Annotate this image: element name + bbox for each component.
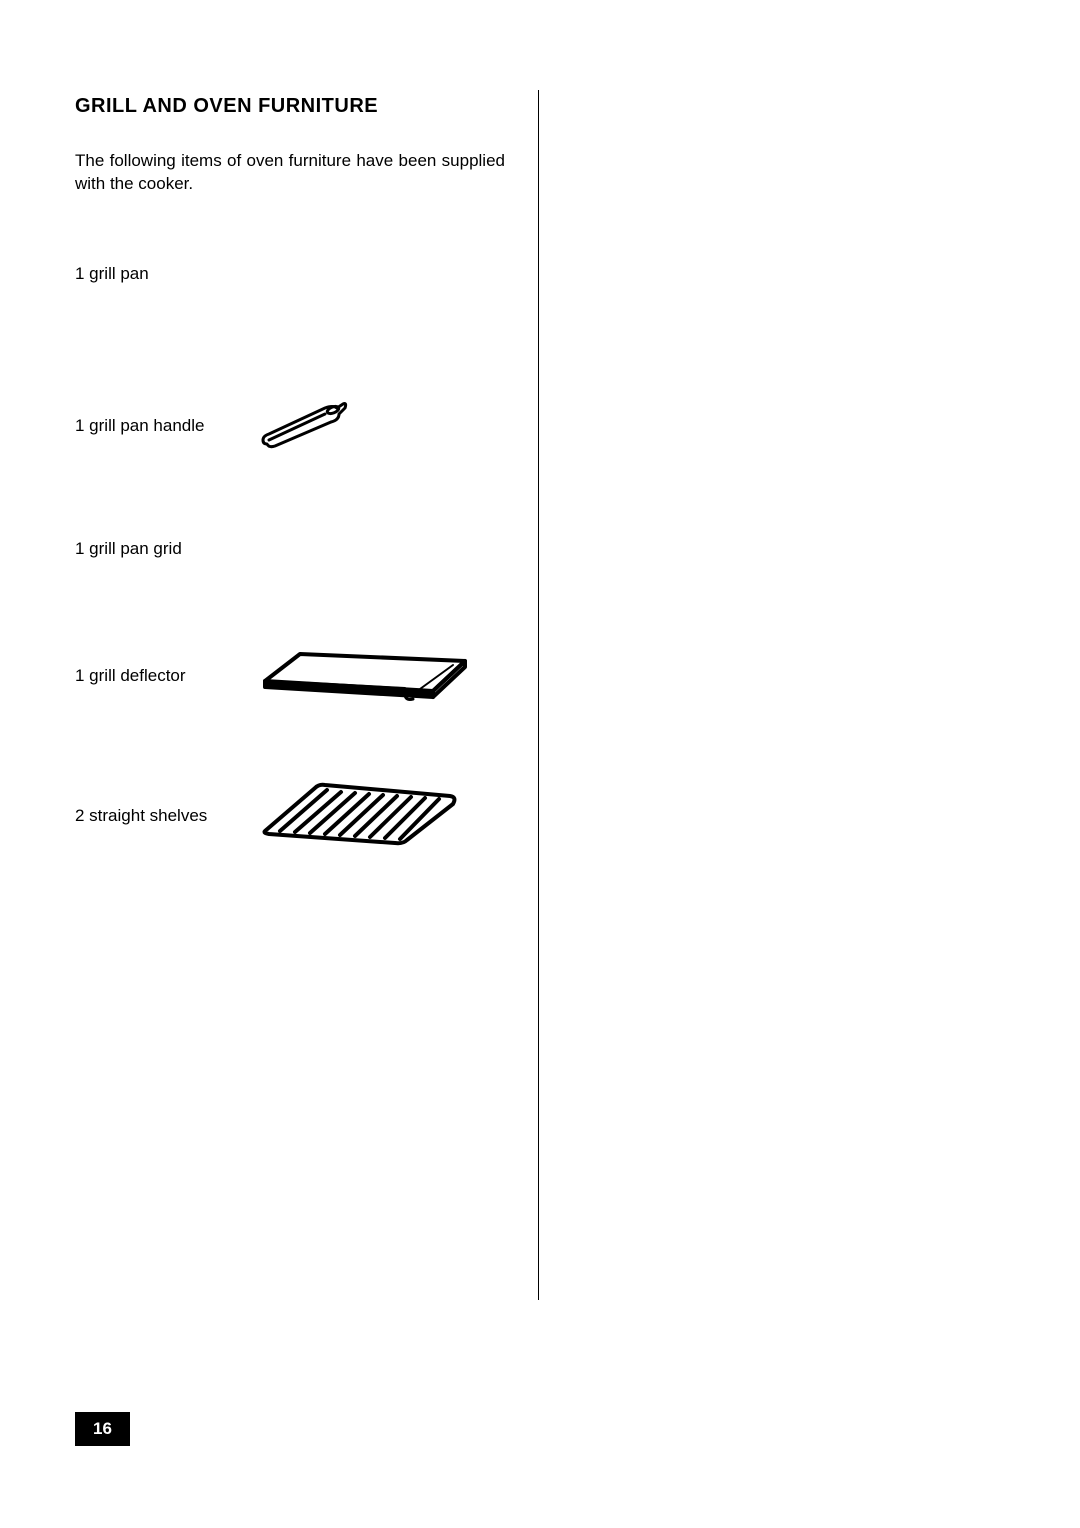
column-divider — [538, 90, 539, 1300]
item-label: 2 straight shelves — [75, 806, 255, 826]
item-row-grill-deflector: 1 grill deflector — [75, 639, 505, 714]
straight-shelves-icon — [255, 776, 465, 856]
grill-deflector-icon — [255, 639, 475, 714]
section-title: GRILL AND OVEN FURNITURE — [75, 95, 505, 118]
item-label: 1 grill pan grid — [75, 539, 255, 559]
grill-pan-handle-icon — [255, 394, 355, 459]
page-number: 16 — [75, 1412, 130, 1446]
item-row-grill-pan-handle: 1 grill pan handle — [75, 394, 505, 459]
item-label: 1 grill pan — [75, 264, 255, 284]
item-label: 1 grill pan handle — [75, 416, 255, 436]
item-row-straight-shelves: 2 straight shelves — [75, 776, 505, 856]
intro-text: The following items of oven furniture ha… — [75, 150, 505, 196]
page-container: GRILL AND OVEN FURNITURE The following i… — [0, 0, 1080, 1528]
content-column: GRILL AND OVEN FURNITURE The following i… — [75, 95, 505, 856]
item-row-grill-pan: 1 grill pan — [75, 254, 505, 294]
item-label: 1 grill deflector — [75, 666, 255, 686]
item-row-grill-pan-grid: 1 grill pan grid — [75, 529, 505, 569]
